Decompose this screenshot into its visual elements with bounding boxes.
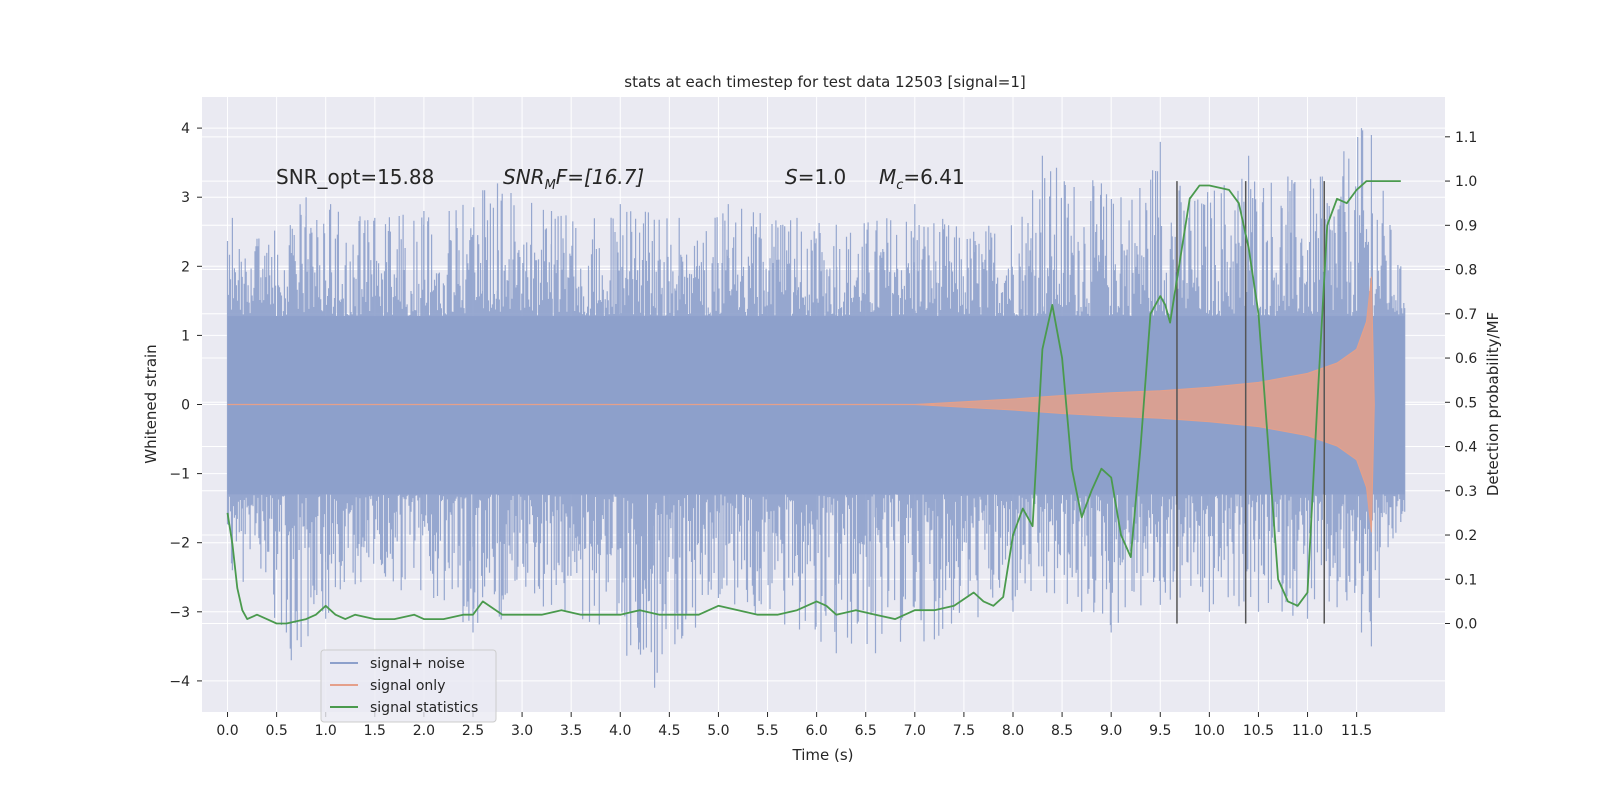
x-tick-label-15: 7.5 [953, 723, 975, 739]
x-tick-label-23: 11.5 [1341, 723, 1372, 739]
y-tick-label-0: 4 [181, 121, 190, 137]
y-right-tick-label-4: 0.7 [1455, 307, 1477, 323]
mc-annotation: Mc=6.41 [879, 165, 965, 193]
signal-statistics-series [226, 180, 1401, 625]
x-tick-label-22: 11.0 [1292, 723, 1323, 739]
x-tick-label-18: 9.0 [1100, 723, 1122, 739]
x-tick-label-8: 4.0 [609, 723, 631, 739]
y-tick-label-7: −3 [169, 605, 190, 621]
s-annotation: S=1.0 [785, 165, 846, 189]
x-tick-label-21: 10.5 [1243, 723, 1274, 739]
y-tick-label-1: 3 [181, 190, 190, 206]
y-right-tick-label-6: 0.5 [1455, 395, 1477, 411]
signal-statistics-line [226, 180, 1401, 625]
s-rest: =1.0 [798, 165, 847, 189]
x-tick-label-2: 1.0 [315, 723, 337, 739]
y-axis-label: Whitened strain [142, 344, 160, 463]
y-right-tick-label-2: 0.9 [1455, 218, 1477, 234]
y-tick-label-3: 1 [181, 328, 190, 344]
y-right-tick-label-8: 0.3 [1455, 484, 1477, 500]
snr-mf-annotation: SNRMF=[16.7] [503, 165, 644, 193]
snr-mf-base: SNR [503, 165, 545, 189]
snr-opt-annotation: SNR_opt=15.88 [276, 165, 434, 189]
x-tick-label-13: 6.5 [855, 723, 877, 739]
x-tick-label-1: 0.5 [265, 723, 287, 739]
y-tick-label-6: −2 [169, 536, 190, 552]
snr-mf-rest: F=[16.7] [556, 165, 644, 189]
snr-mf-sub: M [545, 178, 556, 193]
legend-label-signal: signal only [370, 678, 445, 694]
x-axis-ticks: 0.0 0.5 1.0 1.5 2.0 2.5 3.0 3.5 4.0 4.5 5.0 5.5 6.0 6… [216, 712, 1372, 739]
mc-var: M [879, 165, 896, 189]
x-tick-label-14: 7.0 [904, 723, 926, 739]
legend-box [320, 649, 497, 723]
y-right-tick-label-1: 1.0 [1455, 174, 1477, 190]
y-right-axis-label: Detection probability/MF [1484, 312, 1502, 496]
x-tick-label-17: 8.5 [1051, 723, 1073, 739]
x-tick-label-16: 8.0 [1002, 723, 1024, 739]
legend: signal+ noise signal only signal statist… [320, 649, 497, 723]
x-tick-label-19: 9.5 [1149, 723, 1171, 739]
y-tick-label-8: −4 [169, 674, 190, 690]
x-tick-label-7: 3.5 [560, 723, 582, 739]
legend-label-stats: signal statistics [370, 700, 478, 716]
y-right-tick-label-9: 0.2 [1455, 528, 1477, 544]
y-right-tick-label-10: 0.1 [1455, 572, 1477, 588]
y-tick-label-2: 2 [181, 259, 190, 275]
signal-only-series [227, 276, 1375, 533]
y-right-tick-label-3: 0.8 [1455, 263, 1477, 279]
x-tick-label-11: 5.5 [756, 723, 778, 739]
y-right-axis-ticks: 1.1 1.0 0.9 0.8 0.7 0.6 0.5 0.4 0.3 0.2 0.1 0.0 [1445, 130, 1477, 633]
s-var: S [785, 165, 798, 189]
x-tick-label-3: 1.5 [364, 723, 386, 739]
y-tick-label-4: 0 [181, 398, 190, 414]
y-right-tick-label-11: 0.0 [1455, 617, 1477, 633]
x-tick-label-6: 3.0 [511, 723, 533, 739]
x-tick-label-10: 5.0 [707, 723, 729, 739]
y-axis-ticks: 4 3 2 1 0 −1 −2 −3 −4 [169, 121, 202, 690]
x-tick-label-4: 2.0 [413, 723, 435, 739]
x-tick-label-20: 10.0 [1194, 723, 1225, 739]
y-right-tick-label-0: 1.1 [1455, 130, 1477, 146]
y-right-tick-label-7: 0.4 [1455, 440, 1477, 456]
vertical-markers [1176, 181, 1325, 624]
y-right-tick-label-5: 0.6 [1455, 351, 1477, 367]
mc-rest: =6.41 [903, 165, 964, 189]
legend-label-noise: signal+ noise [370, 656, 465, 672]
x-tick-label-9: 4.5 [658, 723, 680, 739]
x-tick-label-5: 2.5 [462, 723, 484, 739]
mc-sub: c [896, 178, 903, 193]
signal-envelope [227, 276, 1375, 533]
y-tick-label-5: −1 [169, 467, 190, 483]
x-tick-label-12: 6.0 [805, 723, 827, 739]
chart-title: stats at each timestep for test data 125… [624, 73, 1025, 91]
x-tick-label-0: 0.0 [216, 723, 238, 739]
x-axis-label: Time (s) [792, 746, 854, 764]
